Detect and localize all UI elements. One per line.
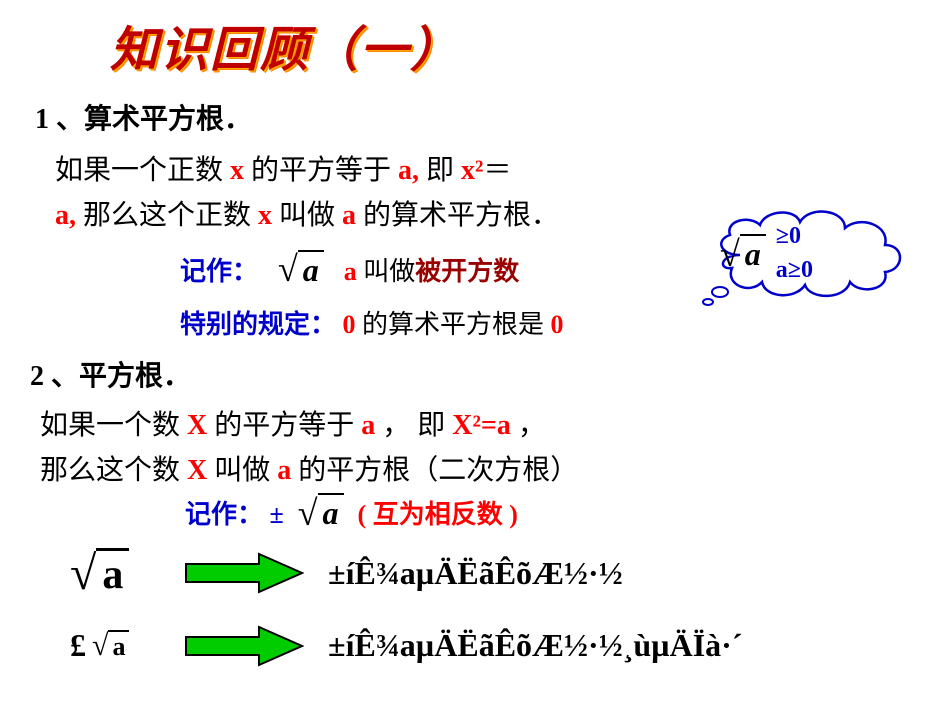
radical-sign: √ — [278, 248, 298, 290]
text: 叫做 — [363, 257, 415, 286]
text: 叫做 — [207, 455, 277, 486]
text: ， — [511, 410, 546, 441]
radicand-text: a 叫做被开方数 — [344, 251, 520, 288]
text: 的算术平方根是 — [356, 310, 551, 339]
cond2: a≥0 — [776, 254, 813, 288]
text: 如果一个正数 — [55, 155, 230, 186]
section2-heading: 2 、平方根． — [30, 355, 920, 400]
radical-sign: √ — [720, 233, 740, 275]
cloud-conditions: ≥0 a≥0 — [776, 220, 813, 287]
sqrt-a-large: √a — [70, 546, 160, 601]
var-X: X — [187, 410, 207, 441]
var-a: a, — [398, 155, 419, 186]
arrow-row-2: £ √a ±íÊ¾aµÄËãÊõÆ½·½¸ùµÄÏà·´ — [70, 625, 920, 667]
sqrt-a-icon: √a — [298, 492, 344, 534]
var-x: x — [230, 155, 244, 186]
radical-sign: √ — [70, 546, 96, 601]
var-X: X — [187, 455, 207, 486]
sqrt-arg: a — [298, 250, 324, 289]
neg-sqrt: £ √a — [70, 627, 160, 664]
arrow-icon — [184, 625, 304, 667]
sqrt-arg: a — [318, 493, 344, 532]
sqrt-a-icon: √a — [278, 248, 324, 290]
text: 的平方等于 — [207, 410, 361, 441]
text: 如果一个数 — [40, 410, 187, 441]
notation-label: 记作： — [180, 251, 258, 288]
var-a: a — [277, 455, 291, 486]
section1-heading: 1 、算术平方根． — [35, 98, 920, 143]
text: 叫做 — [272, 200, 342, 231]
notation-label2: 记作： ± — [185, 494, 284, 531]
cond1: ≥0 — [776, 220, 813, 254]
text: 即 — [426, 155, 461, 186]
meaning-text-1: ±íÊ¾aµÄËãÊõÆ½·½ — [328, 555, 623, 592]
pound-sign: £ — [70, 627, 86, 664]
text: ， 即 — [375, 410, 452, 441]
rule-zero: 0 — [551, 310, 564, 339]
radical-sign: √ — [92, 629, 108, 663]
arrow-icon — [184, 552, 304, 594]
var-X2: X²=a — [452, 410, 511, 441]
text: 被开方数 — [415, 257, 519, 286]
text: 的平方根（二次方根） — [291, 455, 578, 486]
sqrt-a-small: √a — [92, 629, 129, 663]
var-x2: x² — [461, 155, 483, 186]
meaning-text-2: ±íÊ¾aµÄËãÊõÆ½·½¸ùµÄÏà·´ — [328, 627, 742, 664]
text: 的平方等于 — [244, 155, 398, 186]
text: 那么这个正数 — [83, 200, 258, 231]
text: 的算术平方根． — [356, 200, 559, 231]
slide: 知识回顾（一） 1 、算术平方根． 如果一个正数 x 的平方等于 a, 即 x²… — [0, 0, 950, 713]
sqrt-arg: a — [740, 234, 766, 273]
notation-row2: 记作： ± √a ( 互为相反数 ) — [185, 492, 920, 534]
sqrt-a-cloud: √a — [720, 233, 766, 275]
var-x: x — [258, 200, 272, 231]
sqrt-arg: a — [96, 548, 129, 599]
text: ＝ — [483, 155, 511, 186]
rule-zero: 0 — [343, 310, 356, 339]
cloud-content: √a ≥0 a≥0 — [720, 220, 900, 287]
section2-def: 如果一个数 X 的平方等于 a ， 即 X²=a ， 那么这个数 X 叫做 a … — [40, 404, 920, 494]
sqrt-arg: a — [108, 630, 129, 662]
opposite-note: ( 互为相反数 ) — [358, 494, 518, 531]
rule-label: 特别的规定： — [180, 310, 336, 339]
var-a: a — [361, 410, 375, 441]
text: a — [344, 257, 364, 286]
var-a: a, — [55, 200, 76, 231]
text: 那么这个数 — [40, 455, 187, 486]
radical-sign: √ — [298, 492, 318, 534]
slide-title: 知识回顾（一） — [110, 10, 920, 80]
var-a: a — [342, 200, 356, 231]
arrow-row-1: √a ±íÊ¾aµÄËãÊõÆ½·½ — [70, 546, 920, 601]
